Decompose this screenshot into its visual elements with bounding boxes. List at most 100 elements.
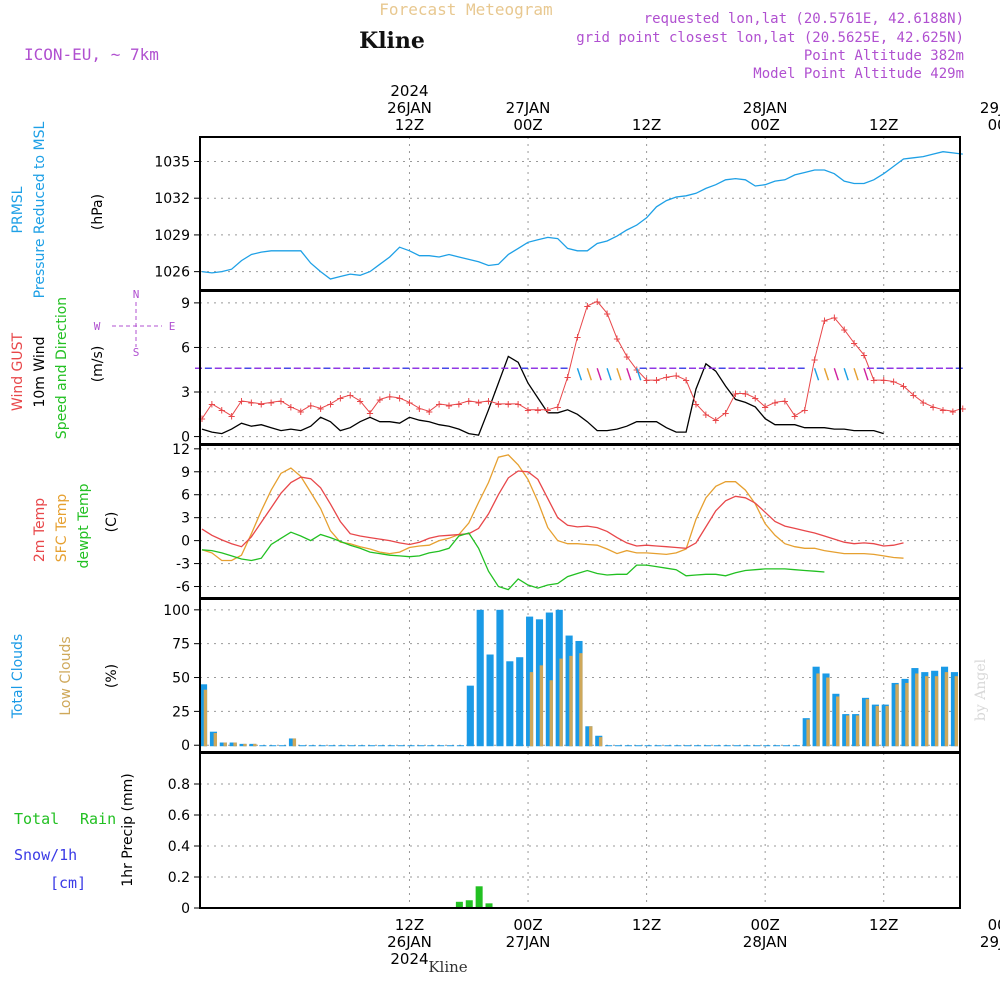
total-clouds-bar [565,635,573,747]
temp-labels: 2m Temp SFC Temp dewpt Temp (C) [32,483,120,568]
gust-marker: + [791,409,798,423]
pressure-line [201,151,963,280]
clouds-unit: (%) [104,664,120,688]
wind-direction-arrow [616,368,622,381]
low-clouds-bar [233,742,237,747]
total-clouds-bar [367,745,376,747]
precip-labels: Total Rain Snow/1h [cm] 1hr Precip (mm) [14,773,136,892]
gust-marker: + [801,403,808,417]
rain-label: Rain [80,810,116,828]
low-clouds-bar [806,719,810,747]
low-clouds-bar [915,673,919,747]
gust-marker: + [752,391,759,405]
total-clouds-bar [941,666,949,747]
bottom-time-label: 00Z [988,916,1000,934]
total-clouds-bar [950,672,958,747]
top-time-label: 29JAN [980,99,1000,117]
gust-marker: + [623,349,630,363]
gust-marker: + [248,395,255,409]
gust-marker: + [850,336,857,350]
total-clouds-bar [684,745,692,747]
title-top: Forecast Meteogram [379,0,552,19]
gust-marker: + [495,397,502,411]
total-clouds-bar [269,745,277,747]
total-clouds-bar [931,670,939,747]
low-clouds-bar [855,715,860,747]
wind-direction-arrow [843,368,849,381]
low-clouds-bar [934,676,939,747]
dewpt-temp-line [201,531,825,591]
wind-direction-arrow [636,368,642,381]
total-clouds-bar [703,745,711,747]
wind-unit: (m/s) [90,346,106,383]
total-clouds-bar [219,742,227,747]
clouds-tick-label: 100 [163,603,190,619]
gust-marker: + [841,323,848,337]
gust-marker: + [939,403,946,417]
total-clouds-bar [753,745,761,747]
compass-rose: N S W E [94,288,176,359]
gust-marker: + [515,397,522,411]
total-clouds-bar [812,666,820,747]
total-clouds-bar [209,731,217,747]
low-clouds-bar [223,742,227,747]
total-clouds-bar [861,697,870,747]
total-clouds-bar [437,745,445,747]
gust-marker: + [949,404,956,418]
temp-tick-label: 6 [181,488,190,504]
gust-marker: + [238,394,245,408]
bottom-time-label: 00Z [513,916,542,934]
low-clouds-bar [213,733,217,747]
gust-marker: + [198,412,205,426]
low-clouds-bar [885,705,889,747]
signature: by Angel [973,658,989,721]
gust-marker: + [860,348,867,362]
total-clouds-bar [456,745,464,747]
low-clouds-bar [539,665,544,747]
wind-frame [199,290,961,445]
total-clouds-bar [891,682,899,747]
gust-marker: + [386,389,393,403]
gust-marker: + [327,397,334,411]
total-clouds-bar [259,745,267,747]
total-clouds-bar [496,609,504,747]
gust-marker: + [574,330,581,344]
bottom-time-label: 27JAN [506,933,551,951]
snow-unit: [cm] [50,874,86,892]
total-clouds-bar [328,745,336,747]
top-time-label: 12Z [395,116,424,134]
pressure-frame [199,136,961,291]
gust-marker: + [347,388,354,402]
low-clouds-bar [292,738,297,747]
total-clouds-bar [911,668,919,747]
low-clouds-bar [559,658,563,747]
model-label: ICON-EU, ~ 7km [24,45,159,64]
total-clouds-bar [417,745,425,747]
bottom-time-label: 00Z [750,916,779,934]
total-clouds-bar [288,738,297,747]
rain-bar [455,901,463,908]
precip-frame [199,752,961,909]
gust-marker: + [603,306,610,320]
bottom-time-label: 28JAN [743,933,788,951]
pressure-unit: (hPa) [90,194,106,230]
gust-marker: + [880,373,887,387]
temp-tick-label: 0 [181,534,190,550]
low-clouds-bar [875,705,879,747]
total-clouds-bar [634,745,642,747]
pressure-tick-label: 1032 [154,191,190,207]
model-altitude: Model Point Altitude 429m [753,66,964,82]
total-clouds-bar [822,673,830,747]
gust-marker: + [366,406,373,420]
top-time-label: 27JAN [506,99,551,117]
pressure-label-2: Pressure Reduced to MSL [32,121,48,298]
temp-tick-label: 12 [172,442,190,458]
compass-s: S [133,346,140,359]
temp-tick-label: 3 [181,511,190,527]
total-clouds-bar [782,745,791,747]
total-clouds-bar [585,726,593,747]
total-clouds-bar [298,745,306,747]
total-clouds-bar [723,745,731,747]
total-clouds-bar [427,745,435,747]
